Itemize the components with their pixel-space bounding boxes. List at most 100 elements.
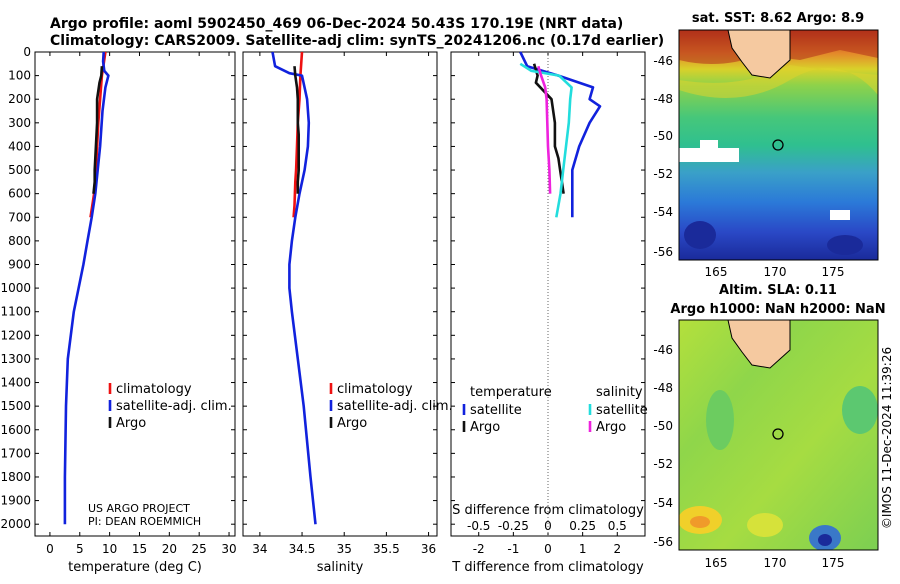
series-line-argo-t — [532, 63, 565, 194]
legend-heading: temperature — [470, 385, 552, 400]
x-tick-label: 35.5 — [373, 542, 400, 556]
sst-lon-tick: 170 — [764, 265, 787, 279]
x-tick-label: 1 — [579, 542, 587, 556]
top-x-tick-label: -0.25 — [498, 519, 529, 533]
x-axis-label: salinity — [317, 560, 364, 575]
x-tick-label: 36 — [421, 542, 436, 556]
x-axis-label: T difference from climatology — [451, 560, 644, 575]
x-tick-label: 0 — [46, 542, 54, 556]
sst-cloud-gap — [830, 210, 850, 220]
plot-frame — [34, 51, 236, 537]
sst-front — [679, 65, 878, 98]
x-tick-label: 34.5 — [289, 542, 316, 556]
top-x-tick-label: 0.25 — [569, 519, 596, 533]
land-mass — [727, 30, 791, 79]
sla-low — [842, 386, 878, 434]
sst-lat-tick: -46 — [653, 54, 673, 68]
x-tick-label: 25 — [192, 542, 207, 556]
y-tick-label: 1900 — [0, 494, 31, 508]
plot-frame — [242, 51, 438, 537]
sla-high — [747, 513, 783, 537]
difference-panel: -2 -1 0 1 2 T difference from climatology S di… — [450, 51, 648, 575]
series-line-satellite-s — [519, 62, 573, 218]
y-tick-label: 800 — [8, 234, 31, 248]
top-x-tick-label: 0 — [544, 519, 552, 533]
credit-text: PI: DEAN ROEMMICH — [88, 515, 201, 528]
y-tick-label: 1500 — [0, 399, 31, 413]
legend-label: climatology — [337, 382, 413, 397]
y-tick-label: 300 — [8, 116, 31, 130]
x-axis-label: temperature (deg C) — [68, 560, 202, 575]
y-tick-label: 900 — [8, 257, 31, 271]
argo-float-marker — [772, 139, 784, 151]
sla-map-title-line1: Altim. SLA: 0.11 — [719, 283, 837, 298]
sla-lat-tick: -48 — [653, 381, 673, 395]
sla-lon-tick: 175 — [822, 556, 845, 570]
sst-lat-tick: -54 — [653, 205, 673, 219]
argo-float-marker — [772, 428, 784, 440]
y-tick-label: 1300 — [0, 352, 31, 366]
x-tick-label: 35 — [337, 542, 352, 556]
x-tick-label: 20 — [162, 542, 177, 556]
salinity-panel: 34 34.5 35 35.5 36 salinity climatology satelli… — [242, 51, 453, 575]
sst-lon-tick: 175 — [822, 265, 845, 279]
sla-low — [706, 390, 734, 450]
legend-label: Argo — [470, 420, 500, 435]
credit-text: US ARGO PROJECT — [88, 502, 190, 515]
y-tick-label: 400 — [8, 139, 31, 153]
sst-map-frame — [678, 29, 879, 261]
y-tick-label: 200 — [8, 92, 31, 106]
figure-title-line1: Argo profile: aoml 5902450_469 06-Dec-20… — [50, 16, 623, 32]
series-line-argo — [92, 66, 104, 194]
legend-label: Argo — [116, 416, 146, 431]
y-tick-label: 600 — [8, 187, 31, 201]
legend-label: satellite-adj. clim. — [116, 399, 232, 414]
legend-label: satellite — [470, 403, 522, 418]
x-tick-label: 15 — [132, 542, 147, 556]
legend-label: satellite — [596, 403, 648, 418]
temperature-panel: 0100200300400500600700800900100011001200… — [0, 45, 236, 575]
sla-lat-tick: -54 — [653, 496, 673, 510]
y-tick-label: 1800 — [0, 470, 31, 484]
sla-lon-tick: 165 — [705, 556, 728, 570]
sla-lon-tick: 170 — [764, 556, 787, 570]
sla-high — [690, 516, 710, 528]
top-x-tick-label: -0.5 — [467, 519, 490, 533]
sst-lat-tick: -56 — [653, 245, 673, 259]
legend-label: satellite-adj. clim. — [337, 399, 453, 414]
sla-lat-tick: -52 — [653, 457, 673, 471]
y-tick-label: 500 — [8, 163, 31, 177]
legend-label: Argo — [337, 416, 367, 431]
sla-lat-tick: -56 — [653, 535, 673, 549]
sla-low — [818, 534, 832, 546]
x-tick-label: -2 — [473, 542, 485, 556]
sst-cold-eddy — [684, 221, 716, 249]
x-tick-label: 30 — [221, 542, 236, 556]
y-tick-label: 1000 — [0, 281, 31, 295]
y-tick-label: 100 — [8, 69, 31, 83]
y-tick-label: 1400 — [0, 376, 31, 390]
series-line-argo-s — [537, 65, 552, 194]
y-tick-label: 1700 — [0, 446, 31, 460]
series-line-satellite-adj-clim — [271, 51, 317, 525]
sla-map-frame — [678, 319, 879, 551]
y-tick-label: 2000 — [0, 517, 31, 531]
figure-title-line2: Climatology: CARS2009. Satellite-adj cli… — [50, 33, 664, 49]
legend-heading: salinity — [596, 385, 643, 400]
land-mass — [727, 320, 791, 369]
sst-lon-tick: 165 — [705, 265, 728, 279]
y-tick-label: 1600 — [0, 423, 31, 437]
x-tick-label: -1 — [507, 542, 519, 556]
series-line-argo — [293, 66, 301, 194]
sst-map: sat. SST: 8.62 Argo: 8.9 -46 -48 -50 -52… — [653, 11, 879, 279]
sst-cold-eddy — [827, 235, 863, 255]
top-x-tick-label: 0.5 — [608, 519, 627, 533]
y-tick-label: 0 — [23, 45, 31, 59]
series-line-satellite-adj-clim — [63, 51, 110, 525]
x-tick-label: 10 — [102, 542, 117, 556]
sla-map: Altim. SLA: 0.11 Argo h1000: NaN h2000: … — [653, 283, 885, 570]
sla-map-title-line2: Argo h1000: NaN h2000: NaN — [670, 302, 885, 317]
sst-lat-tick: -50 — [653, 129, 673, 143]
sst-lat-tick: -48 — [653, 92, 673, 106]
